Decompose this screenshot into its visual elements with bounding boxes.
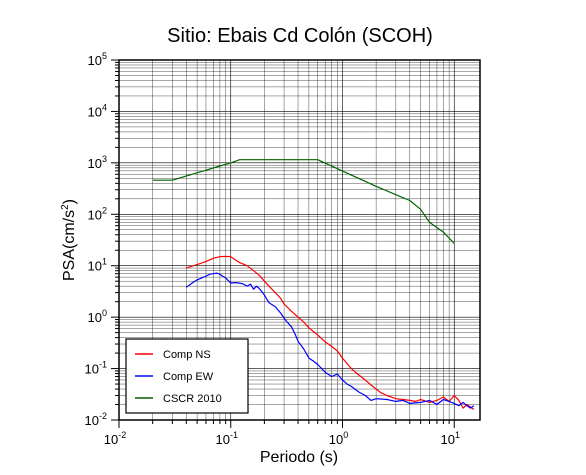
legend-items: Comp NS Comp EW CSCR 2010 [135, 349, 222, 405]
data-series [152, 159, 475, 410]
y-tick-label-exponent: 1 [102, 257, 107, 267]
legend-label-cscr-2010: CSCR 2010 [163, 393, 222, 405]
y-tick-label: 105 [88, 51, 107, 68]
y-tick-label: 10-1 [85, 360, 107, 377]
y-tick-label-base: 10 [88, 310, 102, 325]
y-axis-label-close: ) [61, 199, 78, 204]
y-axis-label-base: PSA(cm/s [61, 210, 78, 281]
x-tick-label: 100 [329, 430, 348, 447]
x-tick-label-exponent: -1 [230, 430, 238, 440]
plot-frame [118, 59, 481, 421]
y-tick-label-exponent: -1 [99, 360, 107, 370]
y-tick-label-exponent: 2 [102, 205, 107, 215]
x-tick-label-base: 10 [104, 432, 118, 447]
y-tick-label-base: 10 [88, 207, 102, 222]
y-tick-label-exponent: 0 [102, 308, 107, 318]
x-tick-label: 10-2 [104, 430, 126, 447]
x-tick-label-base: 10 [329, 432, 343, 447]
y-tick-label-base: 10 [85, 362, 99, 377]
x-tick-label-base: 10 [441, 432, 455, 447]
x-axis-label: Periodo (s) [260, 449, 338, 466]
legend: Comp NS Comp EW CSCR 2010 [125, 338, 249, 414]
y-tick-label: 101 [88, 257, 107, 274]
y-tick-label-exponent: 4 [102, 102, 107, 112]
y-tick-label: 104 [88, 102, 107, 119]
legend-label-comp-ew: Comp EW [163, 371, 214, 383]
y-axis-label-exponent: 2 [60, 204, 71, 210]
y-tick-label: 10-2 [85, 411, 107, 428]
y-axis-label: PSA(cm/s2) [60, 199, 78, 281]
y-tick-label-base: 10 [85, 413, 99, 428]
legend-label-comp-ns: Comp NS [163, 349, 211, 361]
series-line-cscr-2010 [152, 159, 455, 244]
y-tick-label-base: 10 [88, 53, 102, 68]
y-tick-label: 103 [88, 154, 107, 171]
y-tick-label-exponent: -2 [99, 411, 107, 421]
series-line-comp-ew [185, 272, 475, 409]
y-tick-label-exponent: 3 [102, 154, 107, 164]
x-tick-label-exponent: -2 [118, 430, 126, 440]
chart-title: Sitio: Ebais Cd Colón (SCOH) [167, 25, 433, 47]
x-tick-label-exponent: 0 [343, 430, 348, 440]
y-tick-label-base: 10 [88, 259, 102, 274]
y-tick-label: 100 [88, 308, 107, 325]
y-tick-label-base: 10 [88, 104, 102, 119]
y-tick-label-base: 10 [88, 156, 102, 171]
y-tick-label: 102 [88, 205, 107, 222]
x-tick-label-base: 10 [216, 432, 230, 447]
x-tick-label-exponent: 1 [455, 430, 460, 440]
x-tick-label: 10-1 [216, 430, 238, 447]
y-tick-label-exponent: 5 [102, 51, 107, 61]
grid-lines [118, 59, 480, 421]
x-tick-label: 101 [441, 430, 460, 447]
